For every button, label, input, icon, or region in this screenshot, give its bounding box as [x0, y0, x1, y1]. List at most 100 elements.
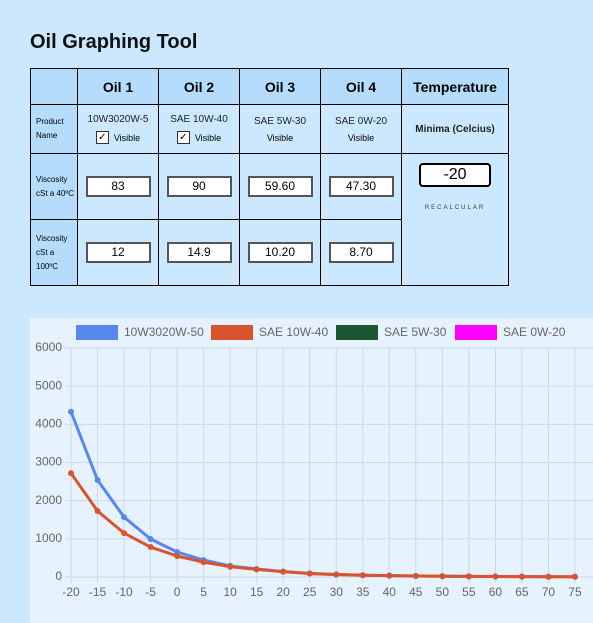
legend-swatch: [76, 325, 118, 340]
product-name: SAE 0W-20: [334, 115, 388, 127]
legend-swatch: [336, 325, 378, 340]
visible-label: Visible: [347, 132, 375, 143]
legend-label: 10W3020W-50: [124, 325, 204, 339]
legend-swatch: [211, 325, 253, 340]
x-tick-label: 50: [436, 585, 450, 599]
input-cell: 8.70: [320, 219, 402, 286]
checkbox[interactable]: ✓: [95, 131, 109, 144]
data-point: [121, 530, 128, 537]
x-tick-label: -15: [89, 585, 107, 599]
data-point: [545, 573, 552, 580]
oil-table: Oil 1 Oil 2 Oil 3 Oil 4 Temperature Prod…: [30, 68, 509, 286]
x-tick-label: -5: [145, 585, 156, 599]
viscosity-input[interactable]: 59.60: [247, 176, 313, 197]
x-tick-label: 55: [462, 585, 476, 599]
input-cell: 59.60: [239, 153, 321, 220]
x-tick-label: 5: [200, 585, 207, 599]
data-point: [174, 553, 181, 560]
header: Temperature: [401, 68, 509, 105]
legend-label: SAE 0W-20: [503, 325, 566, 339]
legend-label: SAE 5W-30: [384, 325, 447, 339]
data-point: [253, 566, 260, 573]
data-point: [571, 573, 578, 580]
viscosity-input[interactable]: 12: [85, 242, 151, 263]
product-cell: SAE 5W-30 Visible: [239, 104, 321, 154]
data-point: [386, 572, 393, 579]
visible-label: Visible: [266, 132, 294, 143]
input-cell: 90: [158, 153, 240, 220]
visible-toggle[interactable]: ✓ Visible: [78, 131, 158, 144]
header: Oil 3: [239, 68, 321, 105]
x-tick-label: 65: [515, 585, 529, 599]
legend-label: SAE 10W-40: [259, 325, 328, 339]
data-point: [227, 563, 234, 570]
header: Oil 2: [158, 68, 240, 105]
input-cell: 12: [77, 219, 159, 286]
row-label: Viscosity cSt a 100ºC: [30, 219, 78, 286]
input-cell: 83: [77, 153, 159, 220]
visible-label: Visible: [194, 132, 222, 143]
series-line: [69, 472, 575, 579]
x-tick-label: 25: [303, 585, 317, 599]
data-point: [359, 572, 366, 579]
viscosity-input[interactable]: 47.30: [328, 176, 394, 197]
viscosity-input[interactable]: 8.70: [328, 242, 394, 263]
input-cell: 14.9: [158, 219, 240, 286]
input-cell: 47.30: [320, 153, 402, 220]
data-point: [333, 571, 340, 578]
y-tick-label: 4000: [35, 417, 62, 431]
data-point: [412, 573, 419, 580]
data-point: [68, 470, 74, 477]
data-point: [518, 573, 525, 580]
y-tick-label: 0: [55, 569, 62, 583]
page-title: Oil Graphing Tool: [30, 31, 198, 53]
header: Oil 4: [320, 68, 402, 105]
viscosity-input[interactable]: 83: [85, 176, 151, 197]
y-tick-label: 3000: [35, 455, 62, 469]
x-tick-label: 15: [250, 585, 264, 599]
y-tick-label: 2000: [35, 493, 62, 507]
series-line: [69, 411, 575, 579]
x-tick-label: 70: [542, 585, 556, 599]
y-tick-label: 6000: [35, 340, 62, 354]
checkbox[interactable]: ✓: [176, 131, 190, 144]
data-point: [439, 573, 446, 580]
product-name: SAE 10W-40: [170, 114, 228, 125]
data-point: [68, 408, 74, 415]
visible-label: Visible: [113, 132, 141, 143]
temperature-input[interactable]: -20: [419, 163, 491, 187]
x-tick-label: 45: [409, 585, 423, 599]
product-name: SAE 5W-30: [253, 115, 307, 127]
product-cell: 10W3020W-5 ✓ Visible: [77, 104, 159, 154]
input-cell: 10.20: [239, 219, 321, 286]
x-tick-label: 30: [330, 585, 344, 599]
x-tick-label: 0: [174, 585, 181, 599]
recalculate-button[interactable]: RECALCULAR: [424, 205, 486, 211]
data-point: [465, 573, 472, 580]
data-point: [280, 568, 287, 575]
x-tick-label: 35: [356, 585, 370, 599]
visible-toggle[interactable]: ✓ Visible: [159, 131, 239, 144]
data-point: [147, 536, 154, 543]
y-tick-label: 1000: [35, 531, 62, 545]
data-point: [94, 507, 101, 514]
row-label: Product Name: [30, 104, 78, 154]
x-tick-label: 75: [568, 585, 582, 599]
legend-swatch: [455, 325, 497, 340]
product-name: 10W3020W-5: [87, 114, 149, 125]
x-tick-label: -10: [115, 585, 133, 599]
data-point: [306, 570, 313, 577]
row-label: Viscosity cSt a 40ºC: [30, 153, 78, 220]
viscosity-input[interactable]: 14.9: [166, 242, 232, 263]
x-tick-label: -20: [62, 585, 80, 599]
viscosity-input[interactable]: 10.20: [247, 242, 313, 263]
product-cell: SAE 0W-20 Visible: [320, 104, 402, 154]
data-point: [147, 544, 154, 551]
header: Oil 1: [77, 68, 159, 105]
visible-toggle[interactable]: Visible: [321, 133, 401, 143]
x-tick-label: 10: [223, 585, 237, 599]
x-tick-label: 40: [383, 585, 397, 599]
viscosity-input[interactable]: 90: [166, 176, 232, 197]
visible-toggle[interactable]: Visible: [240, 133, 320, 143]
